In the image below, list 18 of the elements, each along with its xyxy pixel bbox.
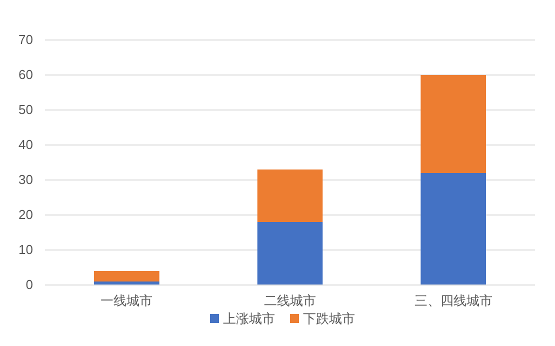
bar: [257, 170, 323, 222]
legend-label: 下跌城市: [303, 311, 355, 326]
y-tick-label: 0: [26, 277, 33, 292]
y-tick-label: 60: [18, 67, 33, 82]
bar: [420, 75, 486, 173]
x-tick-label: 三、四线城市: [414, 293, 492, 308]
bar: [420, 173, 486, 285]
bar: [94, 271, 160, 282]
bar: [257, 222, 323, 285]
legend-label: 上涨城市: [223, 311, 275, 326]
y-tick-label: 50: [18, 102, 33, 117]
x-tick-label: 一线城市: [100, 293, 153, 308]
y-tick-label: 20: [18, 207, 33, 222]
y-tick-label: 30: [18, 172, 33, 187]
y-tick-label: 70: [18, 32, 33, 47]
x-tick-label: 二线城市: [264, 293, 316, 308]
y-tick-label: 40: [18, 137, 33, 152]
y-tick-label: 10: [18, 242, 33, 257]
